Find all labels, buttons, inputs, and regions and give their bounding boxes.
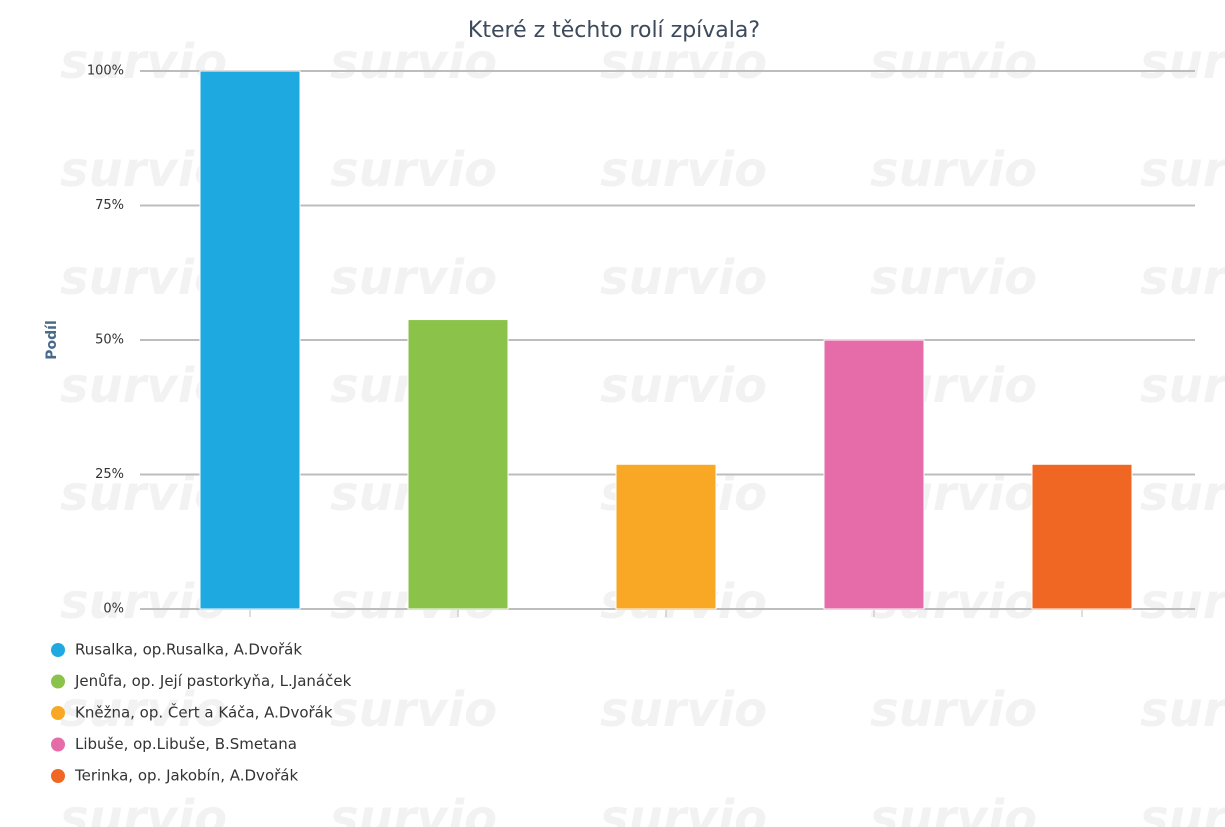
watermark: survio [600,142,767,198]
legend-swatch [51,737,65,752]
y-tick-label: 50% [95,333,124,348]
watermark: survio [1140,358,1225,414]
watermark: survio [1140,574,1225,630]
watermark: survio [870,142,1037,198]
watermark: survio [1140,142,1225,198]
legend-label: Terinka, op. Jakobín, A.Dvořák [74,767,298,785]
watermark: survio [600,250,767,306]
watermark: survio [1140,250,1225,306]
watermark: survio [330,250,497,306]
watermark: survio [870,34,1037,90]
watermark: survio [330,142,497,198]
bar [199,70,301,610]
watermark: survio [330,682,497,738]
watermark: survio [60,142,227,198]
y-axis-label: Podíl [44,320,60,360]
bar [615,463,717,610]
legend-label: Rusalka, op.Rusalka, A.Dvořák [75,641,302,659]
watermark-layer: survio survio survio survio survio survio surv… [60,34,1225,827]
bar [407,319,509,610]
bar [1031,463,1133,610]
chart-title: Které z těchto rolí zpívala? [468,18,760,43]
y-tick-label: 100% [87,64,124,79]
legend-swatch [51,643,65,657]
watermark: survio [600,682,767,738]
legend-label: Jenůfa, op. Její pastorkyňa, L.Janáček [74,672,352,690]
legend-swatch [51,706,65,720]
legend-swatch [51,674,65,689]
watermark: survio [330,34,497,90]
watermark: survio [60,250,227,306]
watermark: survio [1140,34,1225,90]
watermark: survio [1140,790,1225,827]
watermark: survio [600,34,767,90]
y-tick-label: 25% [95,467,124,482]
watermark: survio [330,790,497,827]
watermark: survio [870,682,1037,738]
legend-label: Kněžna, op. Čert a Káča, A.Dvořák [75,703,333,722]
watermark: survio [60,34,227,90]
watermark: survio [600,790,767,827]
watermark: survio [60,790,227,827]
watermark: survio [600,358,767,414]
bar [823,339,925,610]
legend-swatch [51,769,65,783]
watermark: survio [870,790,1037,827]
watermark: survio [1140,682,1225,738]
watermark: survio [60,574,227,630]
watermark: survio [60,682,227,738]
legend-label: Libuše, op.Libuše, B.Smetana [75,735,297,753]
watermark: survio [60,358,227,414]
y-tick-label: 75% [95,198,124,213]
y-tick-label: 0% [103,602,124,617]
watermark: survio [870,250,1037,306]
